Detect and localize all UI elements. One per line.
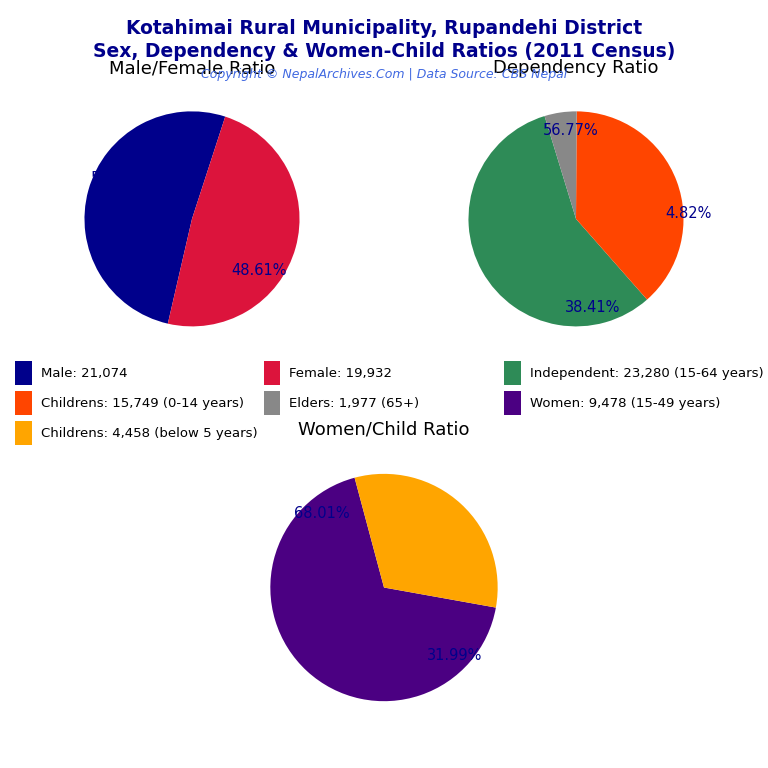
Bar <box>505 361 521 386</box>
Wedge shape <box>576 111 684 300</box>
Text: 51.39%: 51.39% <box>91 170 147 186</box>
Text: 68.01%: 68.01% <box>293 506 349 521</box>
Wedge shape <box>84 111 225 323</box>
Text: 56.77%: 56.77% <box>543 123 598 138</box>
Wedge shape <box>270 478 496 701</box>
Wedge shape <box>168 117 300 326</box>
Text: Female: 19,932: Female: 19,932 <box>290 366 392 379</box>
Bar <box>263 361 280 386</box>
Text: 31.99%: 31.99% <box>427 648 482 664</box>
Title: Dependency Ratio: Dependency Ratio <box>493 59 659 78</box>
Wedge shape <box>355 474 498 607</box>
Text: Copyright © NepalArchives.Com | Data Source: CBS Nepal: Copyright © NepalArchives.Com | Data Sou… <box>201 68 567 81</box>
Title: Women/Child Ratio: Women/Child Ratio <box>298 420 470 439</box>
Text: 38.41%: 38.41% <box>564 300 620 315</box>
Text: Childrens: 15,749 (0-14 years): Childrens: 15,749 (0-14 years) <box>41 396 243 409</box>
Text: Childrens: 4,458 (below 5 years): Childrens: 4,458 (below 5 years) <box>41 426 257 439</box>
Bar <box>505 391 521 415</box>
Bar <box>15 421 31 445</box>
Wedge shape <box>545 111 577 219</box>
Bar <box>15 391 31 415</box>
Text: Male: 21,074: Male: 21,074 <box>41 366 127 379</box>
Bar <box>15 361 31 386</box>
Text: Elders: 1,977 (65+): Elders: 1,977 (65+) <box>290 396 419 409</box>
Text: Women: 9,478 (15-49 years): Women: 9,478 (15-49 years) <box>530 396 720 409</box>
Bar <box>263 391 280 415</box>
Text: Sex, Dependency & Women-Child Ratios (2011 Census): Sex, Dependency & Women-Child Ratios (20… <box>93 42 675 61</box>
Text: Independent: 23,280 (15-64 years): Independent: 23,280 (15-64 years) <box>530 366 763 379</box>
Text: 48.61%: 48.61% <box>231 263 286 278</box>
Title: Male/Female Ratio: Male/Female Ratio <box>109 59 275 78</box>
Text: Kotahimai Rural Municipality, Rupandehi District: Kotahimai Rural Municipality, Rupandehi … <box>126 19 642 38</box>
Wedge shape <box>468 116 647 326</box>
Text: 4.82%: 4.82% <box>666 206 712 221</box>
